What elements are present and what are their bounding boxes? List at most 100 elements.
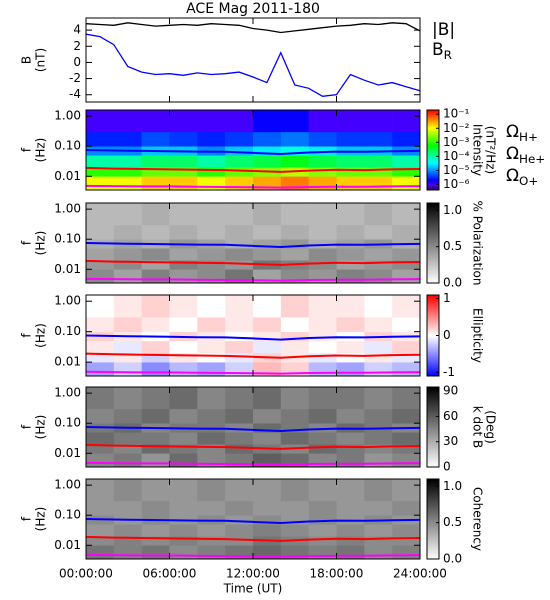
heat-cell bbox=[141, 248, 170, 261]
colorbar-swatch bbox=[427, 397, 439, 400]
colorbar-swatch bbox=[427, 555, 439, 558]
heat-cell bbox=[197, 453, 226, 468]
colorbar-label: Ellipticity bbox=[471, 308, 485, 363]
heat-cell bbox=[86, 524, 115, 537]
gyro-line bbox=[85, 443, 421, 450]
heat-cell bbox=[308, 248, 337, 261]
colorbar-swatch bbox=[427, 441, 439, 444]
colorbar-swatch bbox=[427, 341, 439, 345]
y-tick-label: 1.00 bbox=[54, 202, 81, 216]
heat-cell bbox=[392, 545, 421, 560]
heat-cell bbox=[364, 536, 393, 546]
heat-cell bbox=[169, 536, 198, 546]
colorbar-swatch bbox=[427, 305, 439, 308]
heat-cell bbox=[86, 408, 115, 424]
heat-cell bbox=[308, 453, 337, 468]
heat-cell bbox=[280, 248, 309, 261]
colorbar-swatch bbox=[427, 369, 439, 373]
heat-cell bbox=[225, 432, 254, 445]
heat-cell bbox=[197, 524, 226, 537]
colorbar-swatch bbox=[427, 321, 439, 324]
heat-cell bbox=[113, 362, 142, 377]
colorbar-swatch bbox=[427, 146, 439, 149]
heat-cell bbox=[86, 340, 115, 354]
colorbar-swatch bbox=[427, 134, 439, 137]
colorbar-swatch bbox=[427, 277, 439, 280]
heat-cell bbox=[308, 155, 337, 168]
colorbar-swatch bbox=[427, 425, 439, 428]
colorbar-swatch bbox=[427, 537, 439, 540]
y-axis-label: f bbox=[20, 424, 34, 429]
heat-cell bbox=[169, 110, 198, 133]
gyro-line bbox=[85, 166, 421, 173]
heat-cell bbox=[141, 545, 170, 560]
colorbar-swatch bbox=[427, 485, 439, 488]
colorbar-swatch bbox=[427, 443, 439, 446]
heat-cell bbox=[86, 387, 115, 410]
heat-cell bbox=[336, 131, 365, 147]
heat-cell bbox=[169, 203, 198, 226]
colorbar-swatch bbox=[427, 152, 439, 155]
heat-cell bbox=[141, 203, 170, 226]
colorbar-swatch bbox=[427, 295, 439, 298]
heat-cell bbox=[336, 269, 365, 284]
colorbar-swatch bbox=[427, 329, 439, 332]
gyro-line bbox=[85, 259, 421, 266]
y-tick-label: 0.10 bbox=[54, 324, 81, 338]
heat-cell bbox=[113, 340, 142, 354]
heat-cell bbox=[364, 387, 393, 410]
heat-cell bbox=[197, 536, 226, 546]
heat-cell bbox=[169, 167, 198, 177]
colorbar-swatch bbox=[427, 399, 439, 402]
heat-cell bbox=[225, 524, 254, 537]
colorbar-tick-label: 0.0 bbox=[443, 552, 462, 566]
colorbar-swatch bbox=[427, 507, 439, 510]
heat-cell bbox=[113, 110, 142, 133]
heat-cell bbox=[113, 432, 142, 445]
colorbar-swatch bbox=[427, 535, 439, 538]
colorbar-label: (nT²/Hz) bbox=[484, 126, 498, 174]
heat-cell bbox=[364, 545, 393, 560]
colorbar-swatch bbox=[427, 309, 439, 312]
heat-cell bbox=[392, 295, 421, 318]
colorbar-swatch bbox=[427, 347, 439, 351]
colorbar-swatch bbox=[427, 279, 439, 282]
colorbar-swatch bbox=[427, 373, 439, 377]
heat-cell bbox=[169, 432, 198, 445]
colorbar-swatch bbox=[427, 162, 439, 165]
colorbar-swatch bbox=[427, 269, 439, 272]
y-axis-label: (nT) bbox=[34, 48, 48, 72]
colorbar-swatch bbox=[427, 239, 439, 242]
y-tick-label: 1.00 bbox=[54, 478, 81, 492]
heat-cell bbox=[392, 131, 421, 147]
heat-cell bbox=[169, 155, 198, 168]
colorbar-swatch bbox=[427, 249, 439, 252]
heat-cell bbox=[280, 331, 309, 342]
heat-cell bbox=[392, 167, 421, 177]
colorbar-swatch bbox=[427, 455, 439, 458]
colorbar-swatch bbox=[427, 489, 439, 492]
colorbar-swatch bbox=[427, 499, 439, 502]
colorbar-swatch bbox=[427, 188, 439, 191]
heat-cell bbox=[86, 110, 115, 133]
heat-cell bbox=[197, 131, 226, 147]
colorbar-swatch bbox=[427, 549, 439, 552]
heat-cell bbox=[392, 224, 421, 240]
y-tick-label: 1.00 bbox=[54, 386, 81, 400]
heat-cell bbox=[336, 203, 365, 226]
heat-cell bbox=[113, 479, 142, 502]
heat-cell bbox=[308, 408, 337, 424]
legend-label: ΩO+ bbox=[506, 166, 538, 188]
heat-cell bbox=[197, 340, 226, 354]
colorbar-swatch bbox=[427, 241, 439, 244]
y-tick-label: 0 bbox=[73, 55, 81, 69]
heat-cell bbox=[169, 176, 198, 191]
colorbar-tick-label: -1 bbox=[443, 365, 455, 379]
colorbar-swatch bbox=[427, 331, 439, 334]
heat-cell bbox=[308, 239, 337, 249]
heat-cell bbox=[113, 155, 142, 168]
heat-cell bbox=[141, 536, 170, 546]
colorbar-tick-label: 1.0 bbox=[443, 479, 462, 493]
colorbar-swatch bbox=[427, 186, 439, 189]
heat-cell bbox=[86, 224, 115, 240]
